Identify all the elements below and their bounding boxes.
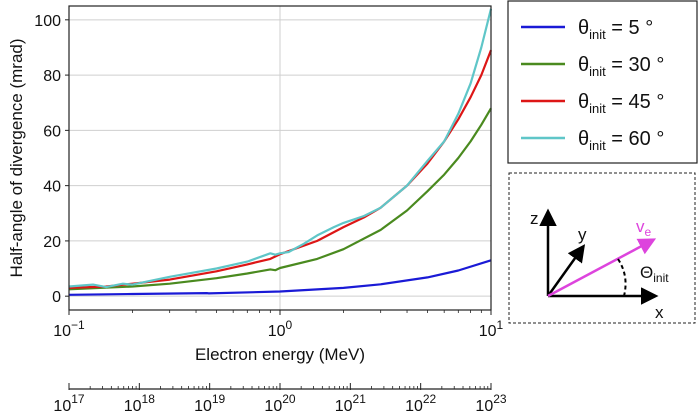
- y-axis-title: Half-angle of divergence (mrad): [7, 38, 26, 277]
- secondary-tick-label: 1020: [264, 392, 295, 414]
- angle-arc: [617, 258, 627, 297]
- plot-area: [68, 6, 493, 310]
- secondary-tick-label: 1017: [53, 392, 84, 414]
- y-tick-label: 60: [43, 123, 61, 140]
- legend: θinit = 5 ° θinit = 30 ° θinit = 45 ° θinit…: [507, 0, 698, 164]
- legend-label-2: θinit = 30 °: [578, 54, 664, 79]
- secondary-tick-label: 1022: [405, 392, 436, 414]
- x-axis-title: Electron energy (MeV): [195, 345, 365, 364]
- x-tick-label: 10−1: [53, 318, 85, 340]
- y-tick-label: 20: [43, 234, 61, 251]
- x-axis-label: x: [655, 303, 664, 322]
- x-tick-label: 100: [268, 318, 293, 340]
- series-line-1: [68, 259, 492, 296]
- secondary-tick-label: 1019: [194, 392, 225, 414]
- series-line-4: [68, 8, 493, 289]
- secondary-tick-label: 1023: [475, 392, 506, 414]
- y-tick-label: 100: [34, 13, 61, 30]
- legend-label-1: θinit = 5 °: [578, 17, 653, 42]
- y-axis-arrow: [546, 244, 586, 297]
- axes: 0 20 40 60 80 100 10−1 100 101 Electron energy (M…: [7, 5, 504, 364]
- y-axis-label: y: [578, 225, 587, 244]
- secondary-x-axis: 1017 1018 1019 1020 1021 1022 1023: [53, 383, 507, 414]
- theta-init-label: Θinit: [640, 263, 669, 285]
- legend-label-4: θinit = 60 °: [578, 128, 664, 153]
- secondary-tick-label: 1021: [335, 392, 366, 414]
- velocity-arrow: [547, 238, 657, 298]
- inset-box: [508, 172, 696, 324]
- legend-label-3: θinit = 45 °: [578, 91, 664, 116]
- coordinate-inset: z y x ve Θinit: [508, 172, 696, 324]
- y-tick-label: 0: [52, 289, 61, 306]
- y-tick-label: 40: [43, 179, 61, 196]
- series-line-3: [68, 49, 493, 289]
- secondary-tick-label: 1018: [124, 392, 155, 414]
- y-tick-label: 80: [43, 68, 61, 85]
- x-tick-label: 101: [479, 318, 504, 340]
- velocity-label: ve: [636, 217, 652, 239]
- series-line-2: [68, 107, 492, 291]
- z-axis-label: z: [530, 209, 539, 228]
